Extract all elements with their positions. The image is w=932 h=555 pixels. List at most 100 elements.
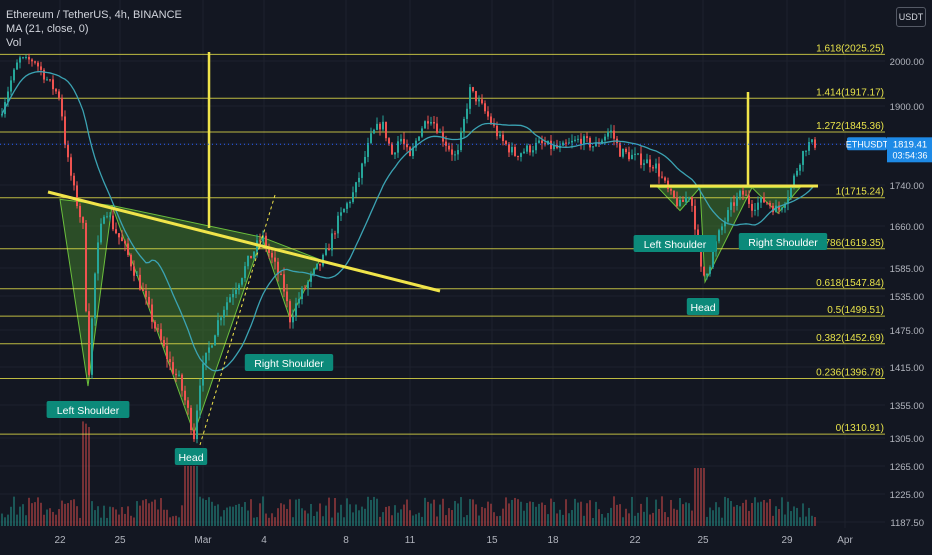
candle-body xyxy=(442,131,444,142)
volume-bar xyxy=(490,503,492,526)
candle-body xyxy=(631,154,633,160)
candle-body xyxy=(424,121,426,129)
volume-bar xyxy=(238,503,240,526)
pattern-left-shoulder-2 xyxy=(656,187,702,212)
volume-bar xyxy=(523,510,525,526)
symbol-title[interactable]: Ethereum / TetherUS, 4h, BINANCE xyxy=(6,9,182,21)
candle-body xyxy=(307,281,309,289)
candle-body xyxy=(613,130,615,139)
candle-body xyxy=(58,91,60,98)
candle-body xyxy=(79,206,81,218)
volume-bar xyxy=(250,499,252,526)
candle-body xyxy=(787,197,789,204)
left-shoulder-tag: Left Shoulder xyxy=(46,401,130,418)
volume-bar xyxy=(175,515,177,526)
candle-body xyxy=(121,237,123,242)
volume-bar xyxy=(565,499,567,526)
candle-body xyxy=(565,142,567,144)
volume-bar xyxy=(670,499,672,526)
candle-body xyxy=(634,153,636,155)
currency-button[interactable]: USDT xyxy=(896,7,926,27)
volume-bar xyxy=(538,503,540,526)
time-axis: 22 25 Mar 4 8 11 15 18 22 25 29 Apr xyxy=(0,528,932,550)
candle-body xyxy=(733,202,735,206)
candle-body xyxy=(118,233,120,238)
volume-bar xyxy=(688,503,690,526)
pattern-tag-text: Head xyxy=(690,302,715,314)
volume-bar xyxy=(604,517,606,526)
volume-bar xyxy=(793,506,795,526)
candle-body xyxy=(646,159,648,164)
volume-bar xyxy=(169,517,171,526)
volume-indicator-label[interactable]: Vol xyxy=(6,37,22,49)
volume-bar xyxy=(46,509,48,526)
candle-body xyxy=(472,87,474,92)
volume-bar xyxy=(757,502,759,526)
ma-indicator-label[interactable]: MA (21, close, 0) xyxy=(6,23,89,35)
volume-bar xyxy=(115,509,117,526)
candle-body xyxy=(358,177,360,183)
candle-body xyxy=(541,140,543,144)
candle-body xyxy=(367,142,369,157)
candle-body xyxy=(529,145,531,153)
volume-bar xyxy=(310,503,312,526)
volume-bar xyxy=(112,507,114,526)
price-tick-label: 1415.00 xyxy=(890,363,924,374)
candle-body xyxy=(571,140,573,143)
candle-body xyxy=(304,288,306,290)
volume-bar xyxy=(754,497,756,526)
candle-body xyxy=(757,202,759,210)
candle-body xyxy=(16,62,18,70)
volume-bar xyxy=(4,517,6,526)
volume-bar xyxy=(415,514,417,526)
volume-bar xyxy=(619,504,621,526)
projection-dashed-line xyxy=(199,194,276,446)
volume-bar xyxy=(454,500,456,526)
pattern-tag-text: Left Shoulder xyxy=(644,239,707,251)
volume-bar xyxy=(235,504,237,526)
candle-body xyxy=(46,79,48,81)
price-tick-label: 1900.00 xyxy=(890,102,924,113)
volume-bar xyxy=(733,506,735,526)
candle-body xyxy=(40,66,42,70)
volume-bar xyxy=(352,512,354,526)
volume-bar xyxy=(37,497,39,526)
volume-bar xyxy=(466,515,468,526)
volume-bar xyxy=(442,498,444,526)
candle-body xyxy=(409,147,411,156)
volume-bar xyxy=(613,496,615,526)
volume-bar xyxy=(292,517,294,526)
candle-body xyxy=(130,254,132,267)
volume-bar xyxy=(190,466,192,526)
candle-body xyxy=(664,177,666,181)
volume-bar xyxy=(397,512,399,526)
candle-body xyxy=(301,288,303,299)
volume-bar xyxy=(682,504,684,526)
candle-body xyxy=(691,197,693,206)
volume-bar xyxy=(694,468,696,526)
volume-bar xyxy=(787,501,789,526)
volume-bar xyxy=(469,499,471,526)
candle-body xyxy=(217,320,219,336)
candle-body xyxy=(109,215,111,217)
time-tick-label: 22 xyxy=(629,535,641,546)
volume-bar xyxy=(304,510,306,526)
candle-body xyxy=(451,149,453,155)
candle-body xyxy=(277,261,279,275)
candle-body xyxy=(430,122,432,124)
volume-bar xyxy=(343,517,345,526)
candle-body xyxy=(175,373,177,376)
volume-bar xyxy=(736,504,738,526)
chart-legend: Ethereum / TetherUS, 4h, BINANCE MA (21,… xyxy=(6,8,182,50)
volume-bar xyxy=(598,509,600,526)
volume-bar xyxy=(742,502,744,526)
candle-body xyxy=(511,146,513,153)
candle-body xyxy=(184,390,186,401)
candle-body xyxy=(814,139,816,148)
candle-body xyxy=(136,274,138,276)
candle-body xyxy=(94,273,96,319)
candle-body xyxy=(502,134,504,142)
volume-bar xyxy=(340,504,342,526)
